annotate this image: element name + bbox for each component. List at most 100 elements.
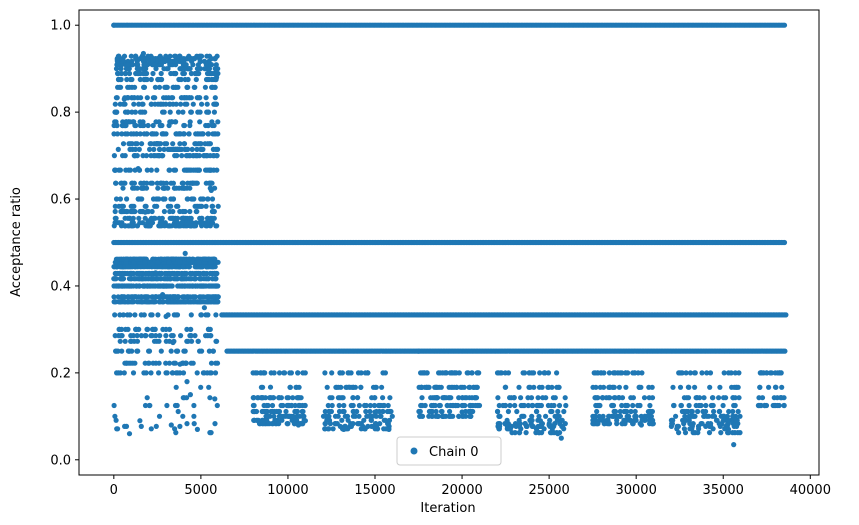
cluster-point [191,294,197,300]
cluster-point [496,402,502,409]
cluster-point [372,426,378,432]
cluster-point [174,312,181,318]
cluster-point [140,119,146,125]
cluster-point [682,413,688,419]
cluster-point [144,294,150,300]
cluster-point [184,395,190,401]
cluster-point [134,333,140,339]
cluster-point [195,338,201,344]
cluster-point [189,196,195,202]
cluster-point [516,384,522,390]
cluster-point [597,402,603,409]
cluster-point [180,109,186,115]
cluster-point [278,413,285,419]
cluster-point [198,384,204,390]
cluster-point [128,53,134,59]
cluster-point [735,408,741,415]
cluster-point [695,423,702,429]
cluster-point [113,283,119,289]
cluster-point [371,402,378,409]
cluster-point [703,408,709,415]
cluster-point [534,402,540,409]
cluster-point [432,402,438,409]
cluster-point [701,395,707,401]
cluster-point [706,413,712,419]
cluster-point [197,109,203,115]
cluster-point [198,196,204,202]
cluster-point [683,370,689,376]
cluster-point [177,370,183,376]
cluster-point [122,70,128,77]
cluster-point [172,360,178,366]
cluster-point [197,53,203,59]
cluster-point [623,384,629,390]
cluster-point [149,312,155,318]
cluster-point [339,417,345,423]
cluster-point [552,421,558,427]
cluster-point [160,153,166,159]
cluster-point [175,294,182,300]
cluster-point [173,119,179,125]
cluster-point [176,76,182,83]
cluster-point [131,276,137,282]
cluster-point [701,413,707,419]
cluster-point [111,264,117,270]
cluster-point [181,348,187,354]
cluster-point [214,338,220,344]
cluster-point [559,417,565,423]
cluster-point [735,430,741,436]
cluster-point [438,408,445,415]
cluster-point [285,421,291,427]
cluster-point [197,141,203,147]
cluster-point [600,413,606,419]
cluster-point [539,384,545,390]
level-point [781,239,788,246]
cluster-point [736,370,742,376]
cluster-point [335,384,342,390]
cluster-point [175,408,181,415]
cluster-point [179,153,185,159]
cluster-point [111,294,117,300]
cluster-point [497,423,503,429]
cluster-point [717,408,723,415]
cluster-point [127,312,133,318]
data-point [598,370,605,376]
cluster-point [188,360,194,366]
cluster-point [215,259,221,265]
cluster-point [419,395,425,401]
x-tick-label: 30000 [615,483,656,498]
data-point [725,426,732,432]
cluster-point [682,417,688,423]
cluster-point [592,395,599,401]
cluster-point [733,417,739,423]
cluster-point [166,167,172,173]
cluster-point [498,370,505,376]
cluster-point [542,370,548,376]
cluster-point [119,348,125,354]
cluster-point [380,402,386,409]
cluster-point [120,141,127,147]
cluster-point [126,348,132,354]
cluster-point [199,101,205,107]
cluster-point [546,384,552,390]
cluster-point [158,70,164,77]
cluster-point [136,215,142,221]
cluster-point [141,276,147,282]
cluster-point [351,408,357,415]
data-point [372,409,378,415]
cluster-point [625,370,631,376]
cluster-point [188,270,194,277]
cluster-point [329,395,335,401]
cluster-point [670,384,676,390]
cluster-point [530,402,536,409]
cluster-point [265,413,271,419]
x-tick-label: 25000 [528,483,569,498]
cluster-point [187,223,194,229]
cluster-point [173,430,179,436]
cluster-point [131,185,138,191]
cluster-point [358,384,364,390]
cluster-point [322,421,328,427]
data-point [424,370,430,376]
cluster-point [251,417,257,423]
cluster-point [134,299,141,305]
